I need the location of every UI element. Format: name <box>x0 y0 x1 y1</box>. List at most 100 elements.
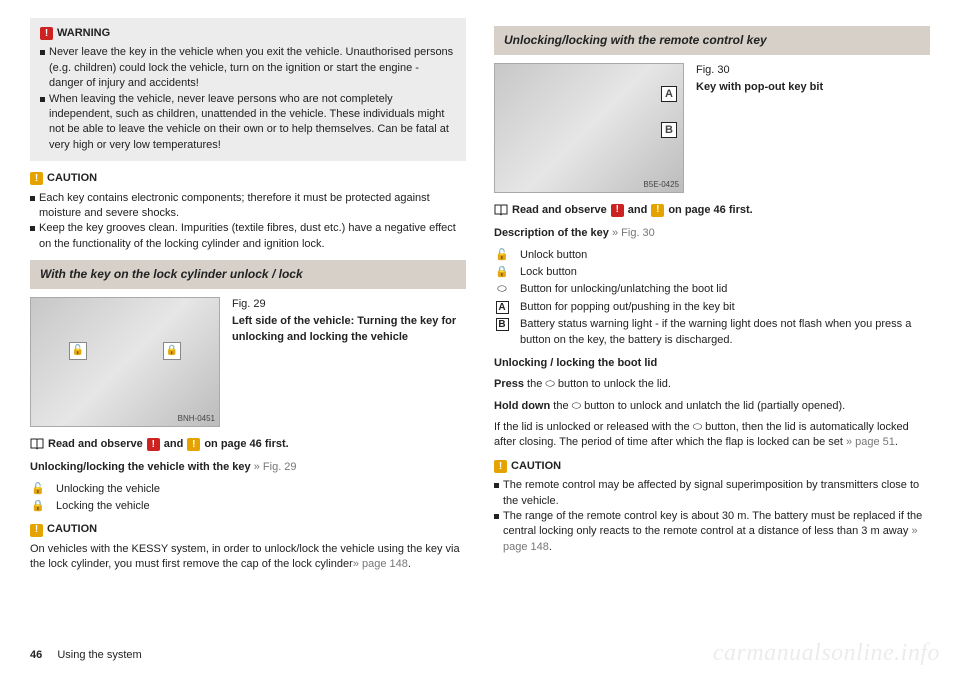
read-observe-text: Read and observe <box>48 437 143 452</box>
read-observe-text: Read and observe <box>512 203 607 218</box>
list-item-text: Battery status warning light - if the wa… <box>520 317 930 348</box>
list-item: 🔒 Locking the vehicle <box>30 499 466 514</box>
unlock-icon: 🔓 <box>69 342 87 360</box>
label-b: B <box>661 122 677 138</box>
book-icon <box>30 437 44 452</box>
book-icon <box>494 203 508 218</box>
list-item: A Button for popping out/pushing in the … <box>494 300 930 315</box>
list-item: 🔒 Lock button <box>494 265 930 280</box>
boxed-letter: B <box>496 318 509 331</box>
read-observe-text: on page 46 first. <box>668 203 752 218</box>
right-column: Unlocking/locking with the remote contro… <box>494 18 930 579</box>
figure-number: Fig. 30 <box>696 63 823 78</box>
read-observe: Read and observe ! and ! on page 46 firs… <box>30 437 466 452</box>
boot-heading-label: Unlocking / locking the boot lid <box>494 357 657 369</box>
warning-item: Never leave the key in the vehicle when … <box>40 45 456 91</box>
page: ! WARNING Never leave the key in the veh… <box>0 0 960 579</box>
caution-heading: ! CAUTION <box>494 459 930 474</box>
figure-29-caption: Fig. 29 Left side of the vehicle: Turnin… <box>232 297 466 427</box>
list-item: 🔓 Unlocking the vehicle <box>30 482 466 497</box>
figure-29: 🔓 🔒 BNH-0451 Fig. 29 Left side of the ve… <box>30 297 466 427</box>
warning-heading: ! WARNING <box>40 26 456 41</box>
figure-30: A B B5E-0425 Fig. 30 Key with pop-out ke… <box>494 63 930 193</box>
watermark: carmanualsonline.info <box>713 637 940 671</box>
press-label: Press <box>494 378 524 390</box>
bullet-icon <box>30 226 35 231</box>
boot-icon: ⬭ <box>494 282 510 297</box>
caution-item: The range of the remote control key is a… <box>494 509 930 555</box>
caution2-text: On vehicles with the KESSY system, in or… <box>30 542 466 573</box>
caution-item-text: The remote control may be affected by si… <box>503 478 930 509</box>
desc-list: 🔓 Unlock button 🔒 Lock button ⬭ Button f… <box>494 248 930 348</box>
list-item: B Battery status warning light - if the … <box>494 317 930 348</box>
hold-label: Hold down <box>494 400 550 412</box>
unlock-icon: 🔓 <box>30 482 46 497</box>
caution-item: The remote control may be affected by si… <box>494 478 930 509</box>
figure-title: Key with pop-out key bit <box>696 81 823 93</box>
bullet-icon <box>30 196 35 201</box>
caution-item-text: Each key contains electronic components;… <box>39 191 466 222</box>
read-observe-text: on page 46 first. <box>204 437 288 452</box>
list-item-text: Lock button <box>520 265 577 280</box>
left-column: ! WARNING Never leave the key in the veh… <box>30 18 466 579</box>
section-header: Unlocking/locking with the remote contro… <box>494 26 930 55</box>
warning-item-text: Never leave the key in the vehicle when … <box>49 45 456 91</box>
desc-ref: » Fig. 30 <box>612 227 655 239</box>
list-item-text: Unlock button <box>520 248 587 263</box>
boot-p3: If the lid is unlocked or released with … <box>494 420 930 451</box>
caution-icon: ! <box>30 524 43 537</box>
boot-heading: Unlocking / locking the boot lid <box>494 356 930 371</box>
unlock-ref: » Fig. 29 <box>254 461 297 473</box>
caution-icon: ! <box>30 172 43 185</box>
caution-item: Each key contains electronic components;… <box>30 191 466 222</box>
list-item-text: Unlocking the vehicle <box>56 482 160 497</box>
warning-heading-label: WARNING <box>57 26 110 41</box>
bullet-icon <box>40 50 45 55</box>
caution-item-text-b: . <box>549 541 552 553</box>
caution2-text-b: . <box>408 558 411 570</box>
boxed-letter: A <box>496 301 509 314</box>
lock-icon: 🔒 <box>163 342 181 360</box>
bullet-icon <box>40 97 45 102</box>
footer-section: Using the system <box>57 649 141 661</box>
caution-item: Keep the key grooves clean. Impurities (… <box>30 221 466 252</box>
list-item: ⬭ Button for unlocking/unlatching the bo… <box>494 282 930 297</box>
boot-hold: Hold down the ⬭ button to unlock and unl… <box>494 399 930 414</box>
unlock-icon: 🔓 <box>494 248 510 263</box>
caution-block: ! CAUTION Each key contains electronic c… <box>30 171 466 252</box>
unlock-heading: Unlocking/locking the vehicle with the k… <box>30 461 251 473</box>
warning-icon: ! <box>147 438 160 451</box>
read-observe-text: and <box>628 203 648 218</box>
caution-item-text-a: The range of the remote control key is a… <box>503 510 922 537</box>
desc-heading: Description of the key <box>494 227 609 239</box>
boot-p3-b: . <box>895 436 898 448</box>
label-b-sym: B <box>494 317 510 348</box>
label-a-sym: A <box>494 300 510 315</box>
read-observe: Read and observe ! and ! on page 46 firs… <box>494 203 930 218</box>
footer: 46 Using the system <box>30 648 142 663</box>
unlock-list: 🔓 Unlocking the vehicle 🔒 Locking the ve… <box>30 482 466 515</box>
boot-press: Press the ⬭ button to unlock the lid. <box>494 377 930 392</box>
bullet-icon <box>494 514 499 519</box>
caution-icon: ! <box>651 204 664 217</box>
label-a: A <box>661 86 677 102</box>
figure-lock-icons: 🔓 🔒 <box>31 342 219 360</box>
list-item-text: Button for popping out/pushing in the ke… <box>520 300 735 315</box>
figure-number: Fig. 29 <box>232 297 466 312</box>
press-text: the ⬭ button to unlock the lid. <box>524 378 671 390</box>
lock-icon: 🔒 <box>494 265 510 280</box>
caution-icon: ! <box>494 460 507 473</box>
hold-text: the ⬭ button to unlock and unlatch the l… <box>550 400 845 412</box>
unlock-heading-line: Unlocking/locking the vehicle with the k… <box>30 460 466 475</box>
warning-icon: ! <box>40 27 53 40</box>
caution-item-text-wrap: The range of the remote control key is a… <box>503 509 930 555</box>
page-ref: » page 51 <box>846 436 895 448</box>
bullet-icon <box>494 483 499 488</box>
caution-heading-label: CAUTION <box>47 171 97 186</box>
lock-icon: 🔒 <box>30 499 46 514</box>
section-header: With the key on the lock cylinder unlock… <box>30 260 466 289</box>
desc-heading-line: Description of the key » Fig. 30 <box>494 226 930 241</box>
figure-code: BNH-0451 <box>178 413 215 424</box>
figure-30-caption: Fig. 30 Key with pop-out key bit <box>696 63 823 193</box>
list-item: 🔓 Unlock button <box>494 248 930 263</box>
